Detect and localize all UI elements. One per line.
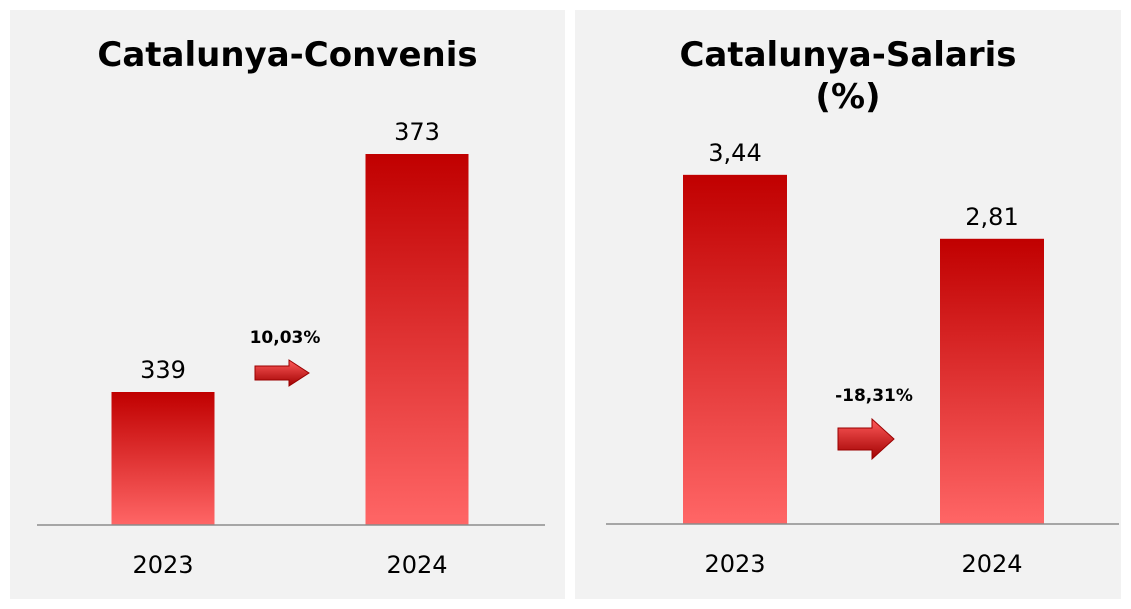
value-label: 3,44: [708, 139, 761, 167]
panel: [10, 10, 565, 599]
x-tick-label: 2023: [704, 550, 765, 578]
x-tick-label: 2024: [386, 551, 447, 579]
bar: [940, 238, 1044, 524]
arrow: [837, 417, 895, 461]
x-tick-label: 2023: [132, 551, 193, 579]
annotation: -18,31%: [835, 386, 913, 406]
bar: [111, 392, 215, 525]
x-tick-label: 2024: [961, 550, 1022, 578]
bar: [365, 154, 469, 525]
value-label: 2,81: [965, 203, 1018, 231]
arrow: [254, 359, 310, 387]
chart-title: Catalunya-Convenis: [97, 35, 478, 75]
value-label: 373: [394, 118, 440, 146]
value-label: 339: [140, 356, 186, 384]
chart-title: Catalunya-Salaris (%): [679, 35, 1017, 117]
bar: [683, 174, 787, 524]
annotation: 10,03%: [250, 328, 321, 348]
